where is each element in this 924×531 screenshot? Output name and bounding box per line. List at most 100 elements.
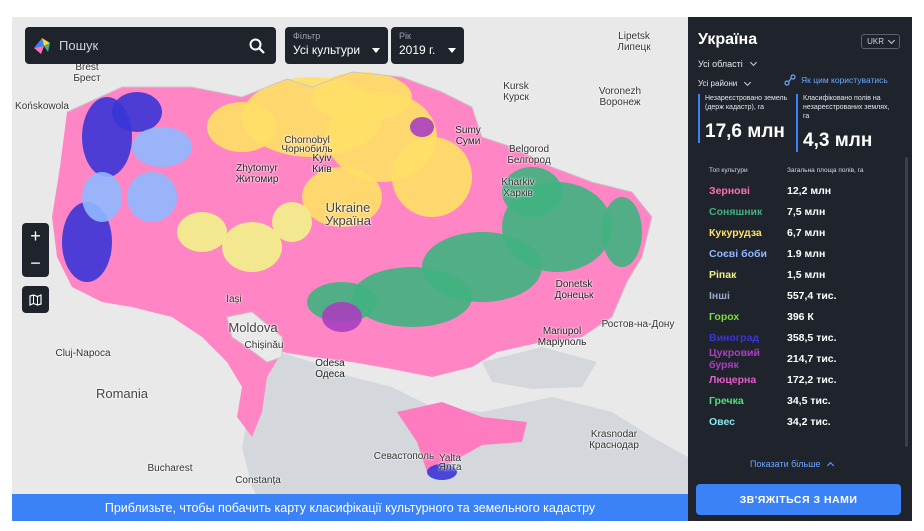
chevron-down-icon [744,78,752,86]
language-value: UKR [867,37,884,46]
side-panel: Україна UKR Усі області Усі райони Як ци… [688,17,912,521]
city-label: Chornobyl [284,135,330,146]
crop-area-patch [602,197,642,267]
city-label: Brest [75,62,99,73]
crop-area-patch [502,167,562,217]
search-bar[interactable]: Пошук [25,27,276,64]
panel-scrollbar[interactable] [905,157,908,447]
city-label: Маріуполь [537,337,587,348]
crop-area-patch [312,72,412,122]
country-label: Moldova [228,320,278,335]
crop-row[interactable]: Овес 34,2 тис. [698,411,896,432]
crop-table: Топ культури Загальна площа полів, га Зе… [698,167,896,432]
city-label: Суми [455,136,481,147]
crop-area: 557,4 тис. [787,289,837,302]
year-filter-value: 2019 г. [399,43,436,57]
zoom-hint-text: Приблизьте, чтобы побачить карту класифі… [104,500,596,515]
search-icon[interactable] [248,37,266,55]
city-label: Краснодар [589,440,639,451]
crop-name: Соняшник [709,205,763,218]
city-label: Lipetsk [618,31,650,42]
crop-area-patch [410,117,434,137]
crimea [397,402,527,472]
city-label: Voronezh [598,86,642,97]
district-select[interactable]: Усі райони [698,78,752,88]
show-more-link[interactable]: Показати більше [750,459,835,470]
crop-area-patch [207,102,277,152]
crop-filter-dropdown[interactable]: Фільтр Усі культури [285,27,388,64]
map-area[interactable]: Brest Брест Zhytomyr Житомир Kyiv Київ U… [12,17,688,521]
country-label: Ukraine [325,200,371,215]
contact-button[interactable]: ЗВ'ЯЖІТЬСЯ З НАМИ [696,484,901,515]
header-crop: Топ культури [709,167,748,174]
show-more-label: Показати більше [750,459,821,469]
city-label: Ростов-на-Дону [601,319,675,330]
city-label: Yalta [438,453,462,464]
crop-name: Люцерна [709,373,757,386]
region-select[interactable]: Усі області [698,58,757,69]
city-label: Kharkiv [501,177,535,188]
crop-row[interactable]: Інші 557,4 тис. [698,285,896,306]
crop-area-patch [222,222,282,272]
crop-row[interactable]: Соняшник 7,5 млн [698,201,896,222]
year-filter-label: Рік [399,31,411,41]
crop-area: 172,2 тис. [787,373,837,386]
stat-label: Класифіковано полів на незареєстрованих … [803,95,890,120]
crop-row[interactable]: Виноград 358,5 тис. [698,327,896,348]
city-label: Krasnodar [590,429,638,440]
stat-label: Незареєстровано земель (держ кадастр), г… [705,95,788,111]
city-label: Constanța [235,475,281,486]
help-route-icon [784,74,796,86]
howto-link[interactable]: Як цим користуватись [784,74,888,86]
crop-area-patch [322,302,362,332]
crop-area: 7,5 млн [787,205,826,218]
zoom-control: + − [22,223,49,277]
crop-area: 34,5 тис. [787,394,831,407]
city-label: Kursk [503,81,529,92]
crop-row[interactable]: Соєві боби 1.9 млн [698,243,896,264]
moldova-border [226,311,283,363]
crop-filter-value: Усі культури [293,43,361,57]
crop-name: Цукровий буряк [709,346,760,371]
crop-area: 34,2 тис. [787,415,831,428]
search-input[interactable]: Пошук [59,38,99,53]
crop-row[interactable]: Гречка 34,5 тис. [698,390,896,411]
chevron-down-icon [887,36,896,44]
city-label: Bucharest [147,463,193,474]
crop-area-patch [427,464,457,480]
crop-row[interactable]: Зернові 12,2 млн [698,180,896,201]
crop-name: Кукурудза [709,226,762,239]
crop-filter-label: Фільтр [293,31,321,41]
crop-row[interactable]: Люцерна 172,2 тис. [698,369,896,390]
map-layers-button[interactable] [22,286,49,313]
crop-name: Соєві боби [709,247,767,260]
city-label: Ялта [438,462,462,473]
crop-area: 12,2 млн [787,184,832,197]
crop-row[interactable]: Кукурудза 6,7 млн [698,222,896,243]
language-select[interactable]: UKR [861,34,900,49]
stat-classified: Класифіковано полів на незареєстрованих … [796,94,893,152]
city-label: Воронеж [599,97,641,108]
crop-area-patch [112,92,162,132]
crop-row[interactable]: Горох 396 К [698,306,896,327]
crop-name: Горох [709,310,740,323]
city-label: Белгород [507,155,551,166]
crop-row[interactable]: Цукровий буряк 214,7 тис. [698,346,896,371]
zoom-out-button[interactable]: − [30,253,41,273]
city-label: Cluj-Napoca [55,348,111,359]
map-canvas[interactable] [12,17,688,521]
city-label: Zhytomyr [236,163,278,174]
city-label: Одеса [315,369,345,380]
zoom-in-button[interactable]: + [30,226,41,246]
contact-button-label: ЗВ'ЯЖІТЬСЯ З НАМИ [739,493,858,506]
city-label: Брест [73,73,101,84]
year-filter-dropdown[interactable]: Рік 2019 г. [391,27,464,64]
crop-name: Інші [709,289,730,302]
crop-row[interactable]: Ріпак 1,5 млн [698,264,896,285]
map-icon [29,293,42,306]
crop-area-patch [127,172,177,222]
zoom-hint-banner: Приблизьте, чтобы побачить карту класифі… [12,494,688,521]
crop-table-header: Топ культури Загальна площа полів, га [698,167,896,174]
city-label: Końskowola [15,101,69,112]
stat-value: 17,6 млн [705,121,785,142]
